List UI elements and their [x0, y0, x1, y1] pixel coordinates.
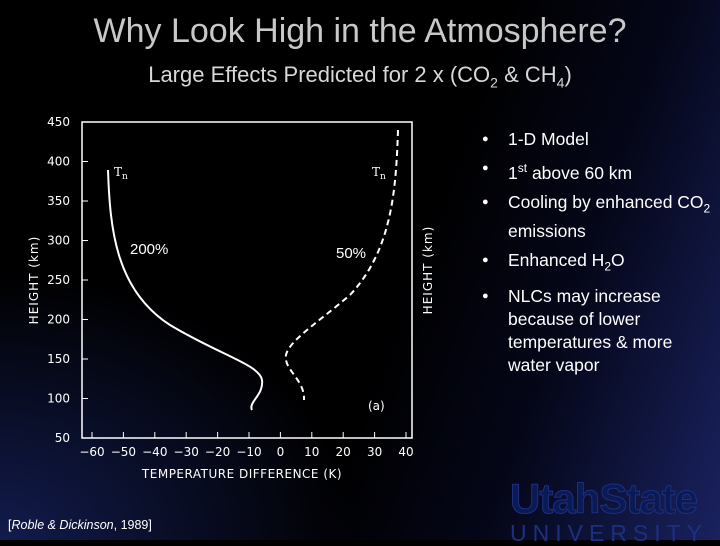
logo-line2: UNIVERSITY: [510, 520, 709, 546]
x-axis-label: TEMPERATURE DIFFERENCE (K): [141, 467, 342, 481]
x-tick-label: 0: [277, 445, 285, 459]
y-axis-label-right: HEIGHT (km): [421, 226, 435, 315]
left-curve-label: 200%: [130, 241, 168, 258]
x-tick-label: 30: [367, 445, 382, 459]
y-axis-label: HEIGHT (km): [27, 236, 41, 325]
x-tick-label: −10: [236, 445, 261, 459]
y-tick-label: 300: [47, 234, 70, 248]
tn-label-left: Tn: [114, 165, 128, 182]
panel-label: (a): [368, 399, 385, 413]
x-tick-label: −20: [205, 445, 230, 459]
bullet-list: 1-D Model 1st above 60 km Cooling by enhan…: [480, 128, 715, 383]
x-tick-label: 10: [304, 445, 319, 459]
y-tick-label: 450: [47, 115, 70, 129]
y-tick-label: 400: [47, 155, 70, 169]
bullet-item: 1-D Model: [480, 128, 715, 151]
plot-frame: [81, 121, 413, 439]
y-tick-label: 100: [47, 392, 70, 406]
x-tick-labels: −60 −50 −40 −30 −20 −10 0 10 20 30 40: [79, 432, 414, 459]
y-tick-label: 50: [55, 431, 70, 445]
right-curve-label: 50%: [336, 245, 366, 262]
bullet-item: 1st above 60 km: [480, 157, 715, 185]
y-tick-label: 200: [47, 313, 70, 327]
x-tick-label: −30: [174, 445, 199, 459]
slide-subtitle: Large Effects Predicted for 2 x (CO2 & C…: [148, 62, 572, 91]
bullet-item: Cooling by enhanced CO2 emissions: [480, 191, 715, 244]
x-tick-label: −40: [142, 445, 167, 459]
y-tick-label: 350: [47, 194, 70, 208]
logo-line1: UtahState: [510, 475, 699, 522]
left-curve: [107, 169, 264, 411]
tn-label-right: Tn: [372, 165, 386, 182]
y-tick-label: 150: [47, 352, 70, 366]
x-tick-label: −60: [79, 445, 104, 459]
x-tick-label: −50: [111, 445, 136, 459]
right-curve: [284, 129, 399, 401]
bullet-item: NLCs may increase because of lower tempe…: [480, 285, 715, 377]
university-logo: UtahState UNIVERSITY: [510, 475, 720, 546]
x-tick-label: 20: [336, 445, 351, 459]
bullet-item: Enhanced H2O: [480, 249, 715, 279]
temperature-figure: 450 400 350 300 250 200 150 100 50 −60 −50 −40 −30−…: [20, 110, 450, 490]
citation: [Roble & Dickinson, 1989]: [8, 518, 152, 532]
slide-title: Why Look High in the Atmosphere?: [93, 12, 627, 50]
x-tick-label: 40: [398, 445, 413, 459]
y-tick-labels: 450 400 350 300 250 200 150 100 50: [47, 115, 88, 445]
y-tick-label: 250: [47, 273, 70, 287]
